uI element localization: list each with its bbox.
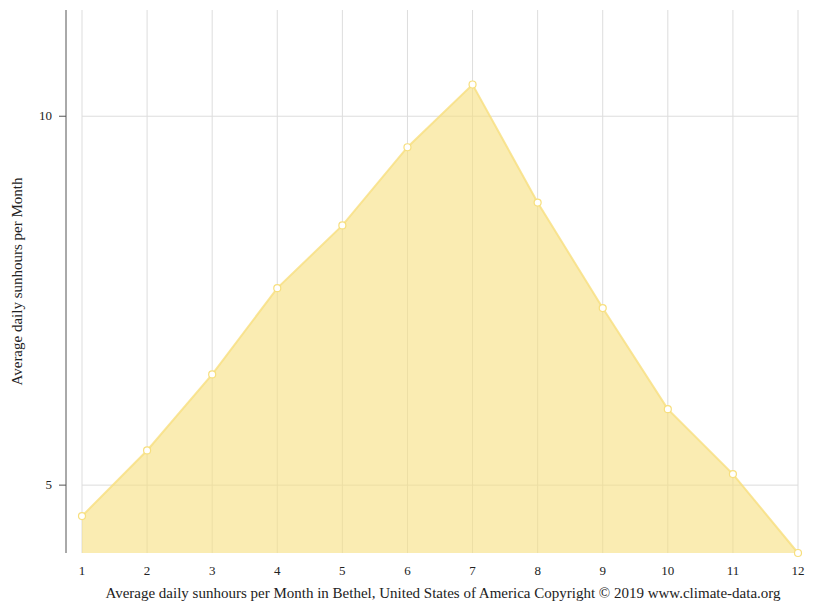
x-tick-label: 8	[534, 563, 541, 578]
point	[795, 550, 802, 557]
point	[534, 199, 541, 206]
chart: 510123456789101112Average daily sunhours…	[0, 0, 815, 611]
x-tick-label: 1	[79, 563, 86, 578]
point	[79, 513, 86, 520]
plot-area	[79, 81, 802, 556]
point	[274, 285, 281, 292]
x-tick-label: 11	[727, 563, 740, 578]
x-tick-label: 12	[792, 563, 805, 578]
point	[469, 81, 476, 88]
point	[599, 305, 606, 312]
area-fill	[82, 85, 798, 553]
point	[339, 222, 346, 229]
grid	[82, 10, 798, 553]
title: Average daily sunhours per Month in Beth…	[105, 585, 781, 601]
y-tick-label: 10	[39, 108, 52, 123]
y-axis-line	[66, 10, 67, 553]
x-tick-label: 4	[274, 563, 281, 578]
y-axis-label: Average daily sunhours per Month	[9, 177, 25, 386]
x-grid-line	[798, 10, 799, 553]
x-tick-label: 6	[404, 563, 411, 578]
point	[729, 471, 736, 478]
x-tick-label: 10	[661, 563, 674, 578]
x-grid-line	[82, 10, 83, 553]
point	[144, 447, 151, 454]
x-tick-label: 5	[339, 563, 346, 578]
y-tick	[59, 116, 66, 117]
area-line	[82, 85, 798, 553]
point	[664, 406, 671, 413]
x-tick-label: 7	[469, 563, 476, 578]
x-tick-label: 9	[599, 563, 606, 578]
point	[209, 371, 216, 378]
y-tick	[59, 485, 66, 486]
x-tick-label: 2	[144, 563, 151, 578]
x-tick-label: 3	[209, 563, 216, 578]
point	[404, 144, 411, 151]
y-tick-label: 5	[46, 477, 53, 492]
